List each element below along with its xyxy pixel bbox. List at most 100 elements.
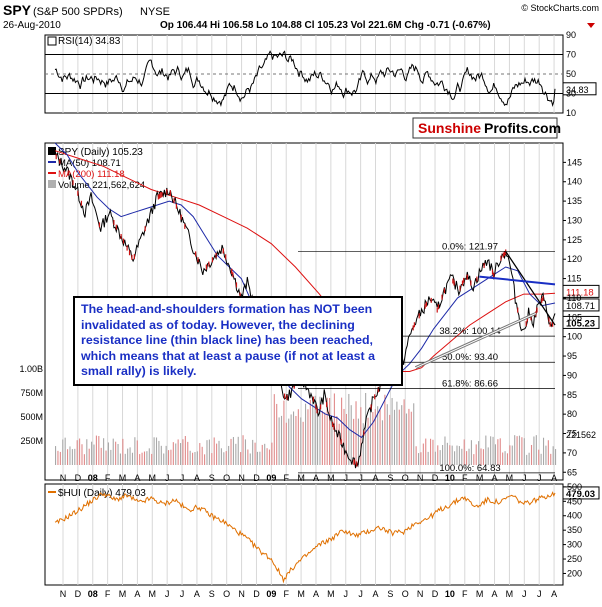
x-tick-label: M — [119, 473, 127, 483]
volume-bar — [300, 417, 302, 465]
volume-bar — [497, 439, 499, 465]
volume-bar — [256, 451, 259, 465]
volume-bar — [290, 414, 292, 465]
volume-bar — [408, 408, 410, 465]
x-tick-label: S — [387, 473, 393, 483]
rsi-y-tick-label: 50 — [566, 69, 576, 79]
x-tick-label: J — [343, 473, 348, 483]
volume-bar — [305, 403, 307, 465]
x-tick-label: F — [105, 473, 111, 483]
x-tick-label-bottom: D — [75, 589, 82, 599]
volume-bar — [232, 437, 234, 465]
x-tick-label: M — [149, 473, 157, 483]
volume-bar — [458, 446, 460, 465]
x-tick-label-bottom: J — [358, 589, 363, 599]
volume-bar — [98, 436, 100, 465]
volume-bar — [355, 401, 357, 465]
volume-bar — [59, 451, 61, 465]
x-tick-label: F — [462, 473, 468, 483]
x-tick-label: N — [60, 473, 67, 483]
axis-labels: NNNDDD080808FFFMMMAAAMMMJJJJJJAAASSSOOON… — [19, 30, 596, 599]
volume-bar — [540, 453, 542, 465]
x-tick-label: 09 — [266, 473, 276, 483]
x-tick-label-bottom: J — [522, 589, 527, 599]
volume-bar — [235, 443, 237, 465]
x-tick-label: M — [506, 473, 514, 483]
volume-bar — [122, 438, 124, 465]
volume-bar — [71, 449, 73, 465]
spy-legend: SPY (Daily) 105.23 — [58, 147, 143, 158]
spy-legend-swatch — [48, 147, 56, 155]
volume-bar — [276, 403, 278, 465]
x-tick-label-bottom: J — [165, 589, 170, 599]
x-tick-label-bottom: 10 — [445, 589, 455, 599]
volume-bar — [67, 449, 69, 465]
volume-axis-label: 750M — [20, 388, 43, 398]
volume-bar — [240, 452, 242, 465]
logo-part-sunshine: Sunshine — [418, 120, 481, 136]
x-tick-label-bottom: S — [209, 589, 215, 599]
volume-bar — [509, 445, 511, 465]
volume-bar — [389, 414, 391, 465]
volume-bar — [136, 440, 138, 465]
volume-bar — [208, 439, 210, 465]
volume-bar — [331, 419, 333, 465]
volume-bar — [155, 437, 158, 465]
price-y-tick-label: 130 — [567, 215, 582, 225]
symbol-name: (S&P 500 SPDRs) — [33, 6, 123, 18]
volume-bar — [499, 438, 501, 465]
rsi-last-value-box — [562, 82, 597, 96]
exchange-label: NYSE — [140, 6, 170, 18]
price-y-tick-label: 95 — [567, 351, 577, 361]
volume-bar — [321, 410, 323, 465]
volume-bar — [91, 441, 93, 465]
hui-y-tick-label: 200 — [567, 568, 582, 578]
volume-bar — [163, 453, 165, 465]
price-right-label: 105.23 — [566, 318, 595, 329]
hui-y-tick-label: 400 — [567, 511, 582, 521]
volume-bar — [131, 452, 134, 465]
volume-axis-label: 1.00B — [19, 364, 43, 374]
volume-bar — [153, 437, 155, 465]
declining-resistance-line — [505, 251, 556, 326]
x-tick-label-bottom: A — [551, 589, 557, 599]
price-y-tick-label: 135 — [567, 196, 582, 206]
volume-bar — [425, 438, 427, 465]
volume-bar — [401, 405, 403, 465]
logo-part-com: .com — [528, 120, 561, 136]
hui-legend: $HUI (Daily) 479.03 — [58, 488, 146, 499]
volume-bar — [485, 435, 487, 465]
x-tick-label-bottom: O — [402, 589, 409, 599]
x-tick-label: A — [492, 473, 498, 483]
volume-bar — [307, 409, 309, 465]
volume-bar — [336, 416, 338, 465]
volume-bar — [259, 451, 261, 465]
volume-bar — [237, 436, 239, 465]
volume-bar — [180, 443, 182, 465]
volume-bar — [434, 451, 436, 465]
price-y-tick-label: 90 — [567, 370, 577, 380]
price-y-tick-label: 100 — [567, 332, 582, 342]
volume-bar — [295, 415, 297, 465]
volume-bar — [456, 445, 458, 465]
volume-bar — [177, 439, 179, 465]
volume-bar — [288, 418, 290, 465]
price-y-tick-label: 65 — [567, 467, 577, 477]
down-triangle-icon — [587, 23, 595, 28]
x-tick-label-bottom: M — [297, 589, 305, 599]
volume-bar — [252, 439, 254, 465]
volume-bar — [297, 409, 299, 465]
volume-bar — [369, 408, 372, 465]
volume-bar — [319, 396, 321, 465]
volume-bar — [511, 445, 513, 465]
volume-bar — [220, 448, 222, 465]
volume-bar — [206, 440, 208, 465]
volume-bar — [329, 398, 331, 465]
x-tick-label-bottom: M — [149, 589, 157, 599]
x-tick-label: A — [194, 473, 200, 483]
volume-bar — [430, 438, 432, 465]
volume-bar — [302, 421, 304, 465]
rsi-last-value-label: 34.83 — [566, 85, 589, 95]
volume-bar — [187, 441, 189, 465]
x-tick-label: J — [522, 473, 527, 483]
